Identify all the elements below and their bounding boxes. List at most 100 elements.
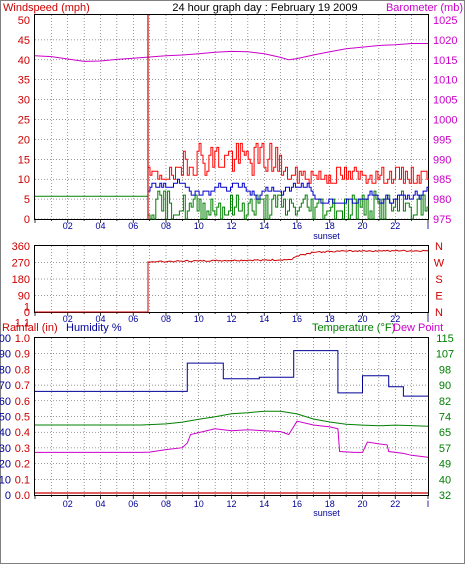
sunset-marker: sunset bbox=[313, 231, 340, 241]
rainfall-y-tick: 0.4 bbox=[15, 427, 30, 439]
barometer-y-tick: 980 bbox=[433, 194, 451, 206]
temperature-y-tick: 115 bbox=[436, 333, 454, 345]
rainfall-y-tick: 0.9 bbox=[15, 349, 30, 361]
temperature-y-tick: 82 bbox=[439, 396, 451, 408]
dewpoint-label: Dew Point bbox=[393, 322, 443, 334]
direction-y-tick: 270 bbox=[12, 258, 30, 270]
direction-x-tick: 18 bbox=[325, 314, 335, 324]
climate-x-tick: 18 bbox=[325, 499, 335, 509]
barometer-y-tick: 1000 bbox=[433, 115, 457, 127]
climate-x-tick: 10 bbox=[194, 499, 204, 509]
humidity-y-tick: 10 bbox=[0, 474, 11, 486]
wind-y-tick: 20 bbox=[18, 134, 30, 146]
humidity-y-tick: 60 bbox=[0, 396, 11, 408]
barometer-line bbox=[34, 43, 428, 62]
barometer-label: Barometer (mb) bbox=[386, 2, 463, 14]
barometer-y-tick: 1015 bbox=[433, 55, 457, 67]
barometer-y-tick: 1010 bbox=[433, 75, 457, 87]
direction-y-tick: 360 bbox=[12, 241, 30, 253]
rainfall-y-tick: 1.0 bbox=[15, 333, 30, 345]
temperature-y-tick: 107 bbox=[436, 349, 454, 361]
temperature-y-tick: 49 bbox=[439, 459, 451, 471]
climate-x-tick: 22 bbox=[390, 499, 400, 509]
wind-x-tick: 20 bbox=[357, 221, 367, 231]
wind-x-tick: 22 bbox=[390, 221, 400, 231]
grid-lines bbox=[35, 15, 428, 495]
rainfall-y-tick: 0.3 bbox=[15, 443, 30, 455]
wind-x-tick: 06 bbox=[128, 221, 138, 231]
direction-x-tick: 20 bbox=[357, 314, 367, 324]
data-series bbox=[34, 15, 429, 494]
barometer-y-tick: 995 bbox=[433, 134, 451, 146]
chart-title: 24 hour graph day : February 19 2009 bbox=[172, 2, 357, 14]
rainfall-y-tick: 0.6 bbox=[15, 396, 30, 408]
climate-x-tick: 14 bbox=[259, 499, 269, 509]
sunset-marker-bottom: sunset bbox=[313, 508, 340, 518]
wind-gust-line bbox=[148, 142, 429, 184]
direction-x-tick: 16 bbox=[292, 314, 302, 324]
rainfall-label: Rainfall (in) bbox=[2, 322, 58, 334]
wind-x-tick: 04 bbox=[95, 221, 105, 231]
humidity-y-tick: 20 bbox=[0, 459, 11, 471]
temperature-y-tick: 74 bbox=[439, 412, 451, 424]
climate-x-tick: 16 bbox=[292, 499, 302, 509]
humidity-y-tick: 100 bbox=[0, 333, 11, 345]
direction-x-tick: 14 bbox=[259, 314, 269, 324]
humidity-y-tick: 80 bbox=[0, 364, 11, 376]
humidity-y-tick: 50 bbox=[0, 412, 11, 424]
wind-y-tick: 45 bbox=[18, 35, 30, 47]
wind-y-tick: 40 bbox=[18, 55, 30, 67]
temperature-y-tick: 98 bbox=[439, 364, 451, 376]
humidity-label: Humidity % bbox=[66, 322, 122, 334]
direction-x-tick: 08 bbox=[161, 314, 171, 324]
climate-x-tick: 12 bbox=[226, 499, 236, 509]
rainfall-y-tick: 0.7 bbox=[15, 380, 30, 392]
windspeed-label: Windspeed (mph) bbox=[3, 2, 90, 14]
wind-x-tick: 02 bbox=[63, 221, 73, 231]
wind-y-tick: 30 bbox=[18, 95, 30, 107]
wind-x-tick: I bbox=[427, 221, 430, 231]
wind-y-tick: 10 bbox=[18, 174, 30, 186]
humidity-y-tick: 40 bbox=[0, 427, 11, 439]
humidity-y-tick: 30 bbox=[0, 443, 11, 455]
climate-x-tick: 20 bbox=[357, 499, 367, 509]
barometer-y-tick: 1025 bbox=[433, 15, 457, 27]
direction-x-tick: 02 bbox=[63, 314, 73, 324]
wind-avg-line bbox=[148, 178, 429, 204]
temperature-y-tick: 65 bbox=[439, 427, 451, 439]
direction-x-tick: 22 bbox=[390, 314, 400, 324]
direction-x-tick: 06 bbox=[128, 314, 138, 324]
compass-tick: W bbox=[434, 258, 445, 270]
wind-x-tick: 08 bbox=[161, 221, 171, 231]
direction-y-tick: 180 bbox=[12, 274, 30, 286]
barometer-y-tick: 990 bbox=[433, 154, 451, 166]
barometer-y-tick: 975 bbox=[433, 214, 451, 226]
climate-x-tick: 04 bbox=[95, 499, 105, 509]
wind-y-tick: 5 bbox=[24, 194, 30, 206]
temperature-y-tick: 32 bbox=[439, 490, 451, 502]
temperature-y-tick: 90 bbox=[439, 380, 451, 392]
wind-y-tick: 50 bbox=[18, 15, 30, 27]
direction-x-tick: 10 bbox=[194, 314, 204, 324]
compass-tick: N bbox=[435, 241, 443, 253]
wind-x-tick: 18 bbox=[325, 221, 335, 231]
rainfall-y-tick: 0.5 bbox=[15, 412, 30, 424]
barometer-y-tick: 985 bbox=[433, 174, 451, 186]
temperature-y-tick: 57 bbox=[439, 443, 451, 455]
direction-x-tick: I bbox=[427, 314, 430, 324]
direction-y-tick: 90 bbox=[18, 291, 30, 303]
compass-tick: N bbox=[435, 307, 443, 319]
dewpoint-line bbox=[35, 420, 429, 458]
temperature-label: Temperature (°F) bbox=[312, 322, 395, 334]
rainfall-y-tick: 0.2 bbox=[15, 459, 30, 471]
wind-x-tick: 10 bbox=[194, 221, 204, 231]
wind-x-tick: 12 bbox=[226, 221, 236, 231]
climate-x-tick: 02 bbox=[63, 499, 73, 509]
humidity-y-tick: 90 bbox=[0, 349, 11, 361]
wind-x-tick: 16 bbox=[292, 221, 302, 231]
rainfall-y-tick: 0.1 bbox=[15, 474, 30, 486]
climate-x-tick: I bbox=[427, 499, 430, 509]
rainfall-y-tick: 1.1 bbox=[15, 317, 30, 329]
